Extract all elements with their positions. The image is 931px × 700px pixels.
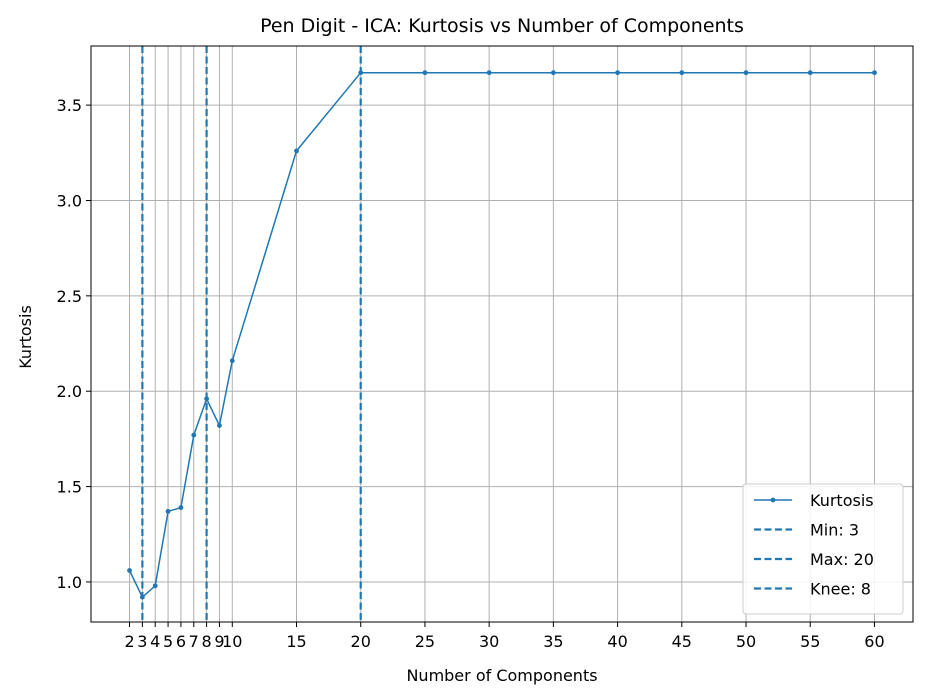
y-tick-label: 3.0 xyxy=(57,191,82,210)
legend-label: Min: 3 xyxy=(810,521,859,540)
x-tick-label: 45 xyxy=(672,632,692,651)
data-point xyxy=(139,594,145,600)
legend-box xyxy=(742,483,904,615)
y-tick-label: 2.0 xyxy=(57,382,82,401)
x-tick-label: 4 xyxy=(150,632,160,651)
data-point xyxy=(204,396,209,402)
data-point xyxy=(165,508,171,514)
x-tick-label: 5 xyxy=(163,632,173,651)
x-tick-label: 55 xyxy=(800,632,820,651)
chart-title: Pen Digit - ICA: Kurtosis vs Number of C… xyxy=(260,15,744,37)
data-point xyxy=(229,358,235,364)
data-point xyxy=(178,505,184,510)
legend-label: Kurtosis xyxy=(810,491,874,510)
x-tick-label: 25 xyxy=(415,632,435,651)
x-axis-ticks: 2 3 4 5 6 7 8 910 15 20 25 30 35 40 45 50 55 60 xyxy=(124,622,885,651)
x-axis-label: Number of Components xyxy=(406,666,597,685)
legend-swatch-marker xyxy=(770,497,776,503)
x-tick-label: 15 xyxy=(286,632,306,651)
y-tick-label: 1.5 xyxy=(57,478,82,497)
data-point xyxy=(743,70,749,76)
data-point xyxy=(872,70,877,76)
data-point xyxy=(127,568,132,573)
x-tick-label: 60 xyxy=(864,632,884,651)
legend-label: Knee: 8 xyxy=(810,580,871,599)
x-tick-label: 40 xyxy=(607,632,627,651)
x-tick-label: 50 xyxy=(736,632,756,651)
data-point xyxy=(152,583,158,589)
y-tick-label: 3.5 xyxy=(57,96,82,115)
x-tick-label: 20 xyxy=(351,632,371,651)
x-tick-label: 6 xyxy=(176,632,186,651)
x-tick-label: 30 xyxy=(479,632,499,651)
x-tick-label: 7 xyxy=(189,632,199,651)
data-point xyxy=(679,70,685,76)
x-tick-label: 9 xyxy=(214,632,224,651)
data-point xyxy=(358,70,364,76)
x-tick-label: 2 xyxy=(124,632,134,651)
legend-label: Max: 20 xyxy=(810,550,874,569)
data-point xyxy=(550,70,556,76)
data-point xyxy=(217,423,222,428)
y-axis-label: Kurtosis xyxy=(16,305,35,369)
y-axis-ticks: 1.0 1.5 2.0 2.5 3.0 3.5 xyxy=(57,96,91,592)
series-kurtosis xyxy=(127,70,877,600)
data-point xyxy=(807,70,813,76)
y-tick-label: 2.5 xyxy=(57,287,82,306)
x-tick-label: 35 xyxy=(543,632,563,651)
plot-frame xyxy=(90,45,914,623)
x-tick-label: 10 xyxy=(222,632,242,651)
y-tick-label: 1.0 xyxy=(57,573,82,592)
legend: Kurtosis Min: 3 Max: 20 Knee: 8 xyxy=(742,483,904,615)
data-point xyxy=(294,148,299,154)
data-point xyxy=(486,70,492,76)
reference-lines xyxy=(141,46,362,622)
data-point xyxy=(422,70,428,76)
x-tick-label: 3 xyxy=(137,632,147,651)
data-point xyxy=(615,70,620,76)
x-tick-label: 8 xyxy=(202,632,212,651)
data-point xyxy=(191,432,197,438)
